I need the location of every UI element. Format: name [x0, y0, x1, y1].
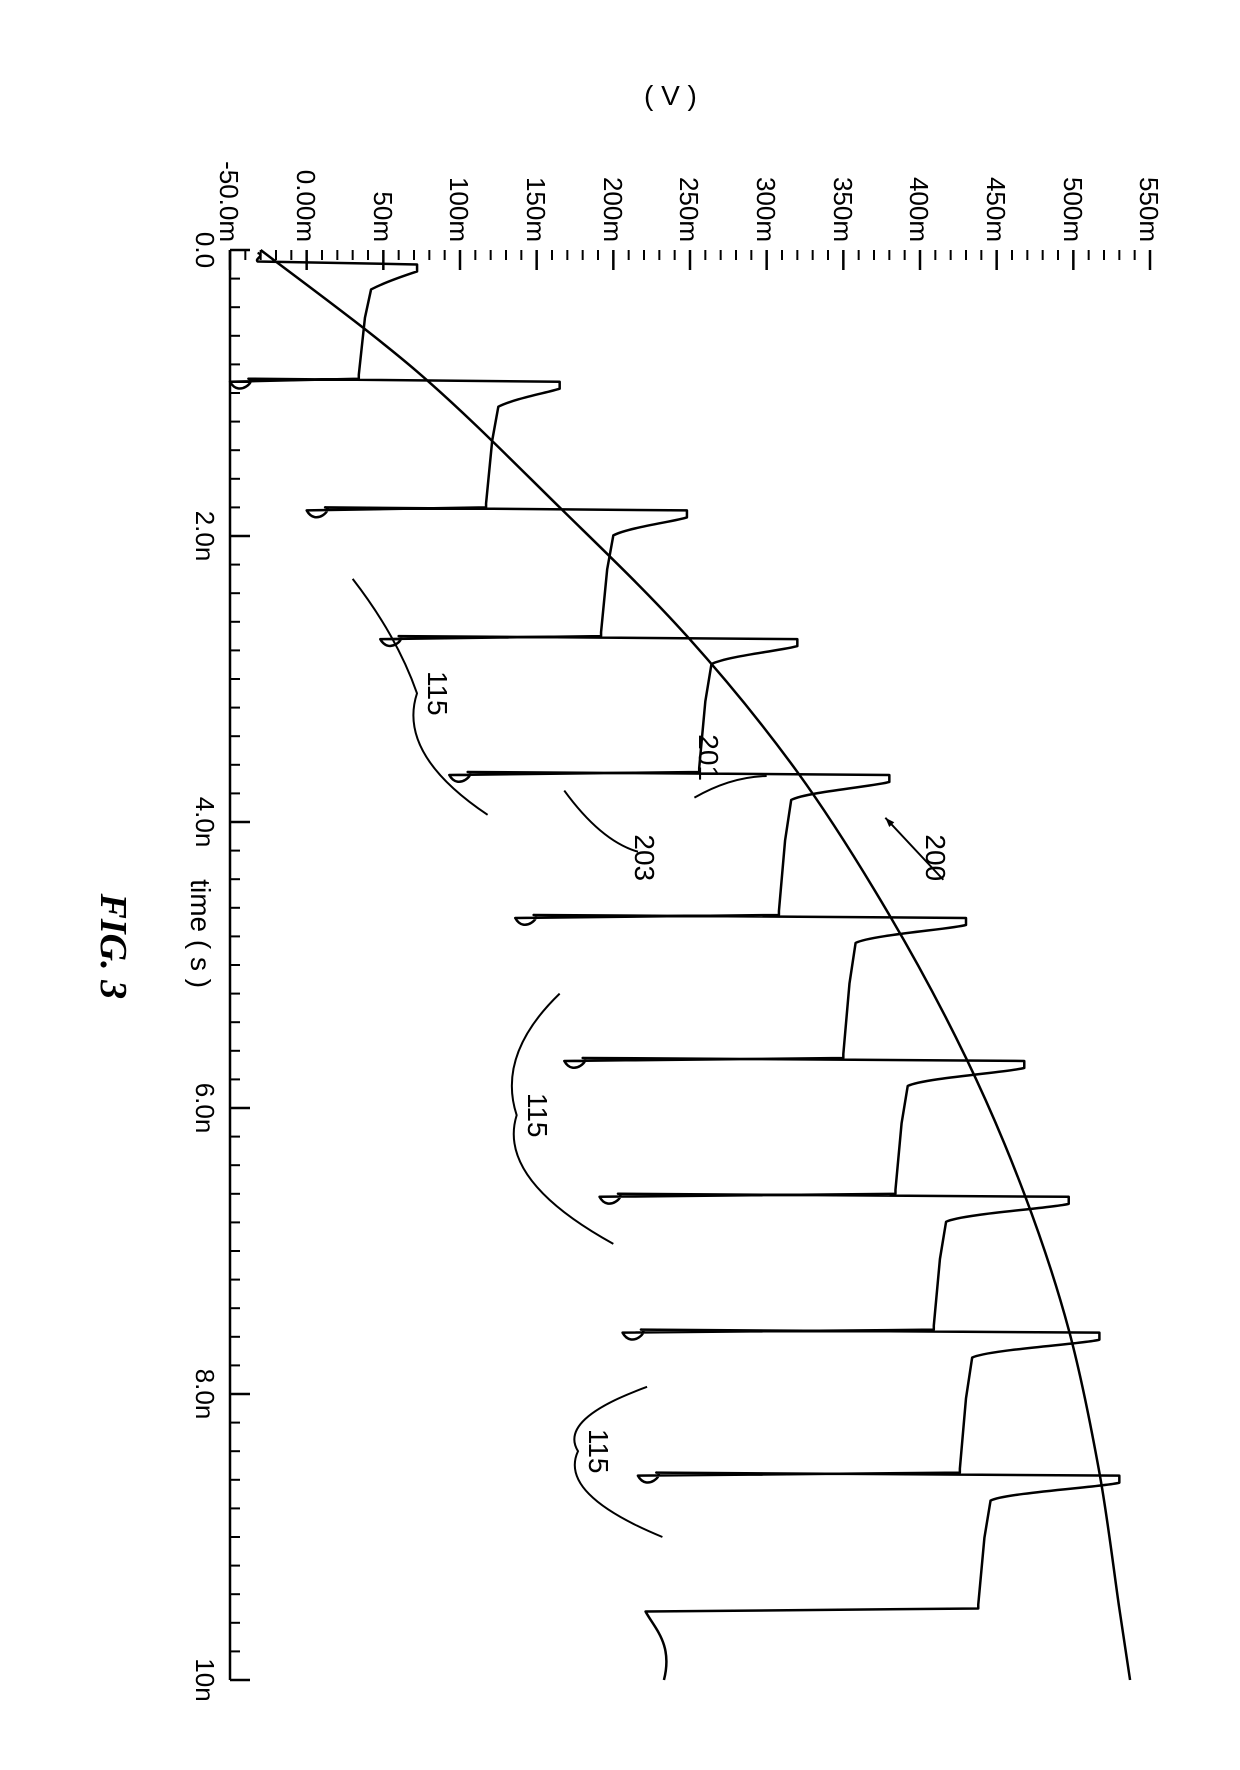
y-tick-label: 100m	[443, 132, 474, 242]
y-tick-label: 250m	[673, 132, 704, 242]
y-tick-label: 500m	[1057, 132, 1088, 242]
x-tick-label: 6.0n	[189, 1083, 220, 1134]
x-axis-label: time ( s )	[184, 879, 216, 988]
y-tick-label: 450m	[980, 132, 1011, 242]
x-tick-label: 2.0n	[189, 511, 220, 562]
x-tick-label: 4.0n	[189, 797, 220, 848]
x-tick-label: 8.0n	[189, 1369, 220, 1420]
callout-115: 115	[521, 1093, 553, 1138]
callout-203: 203	[628, 834, 660, 881]
y-tick-label: 50m	[367, 132, 398, 242]
callout-115: 115	[582, 1429, 614, 1474]
y-tick-label: -50.0m	[213, 132, 244, 242]
y-tick-label: 200m	[597, 132, 628, 242]
y-tick-label: 400m	[903, 132, 934, 242]
y-tick-label: 550m	[1133, 132, 1164, 242]
envelope-curve	[261, 250, 1130, 1680]
y-tick-label: 0.00m	[290, 132, 321, 242]
callout-115: 115	[421, 671, 453, 716]
y-tick-label: 150m	[520, 132, 551, 242]
y-tick-label: 300m	[750, 132, 781, 242]
callout-201: 201	[692, 734, 724, 781]
pulse-waveform	[230, 253, 1119, 1680]
figure-caption: FIG. 3	[91, 894, 135, 1000]
y-tick-label: 350m	[827, 132, 858, 242]
x-tick-label: 10n	[189, 1658, 220, 1701]
callout-200: 200	[919, 834, 951, 881]
y-axis-label: ( V )	[644, 80, 697, 112]
